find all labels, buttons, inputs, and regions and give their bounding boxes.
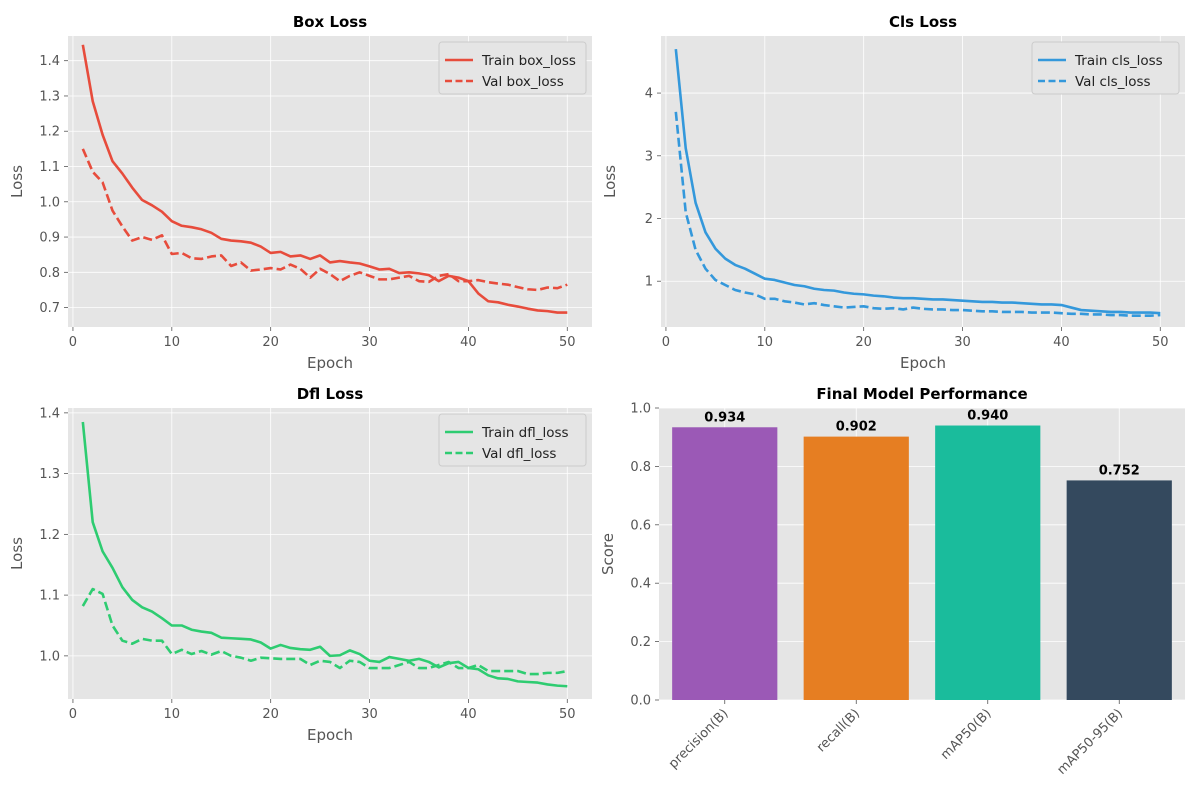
x-tick-label: 20 (262, 335, 279, 350)
y-tick-label: 0.0 (630, 694, 651, 709)
x-tick-label: 30 (361, 707, 378, 722)
chart-title: Final Model Performance (816, 385, 1027, 403)
y-tick-label: 0.2 (630, 635, 651, 650)
x-tick-label: 40 (1053, 335, 1070, 350)
y-tick-label: 1.1 (39, 160, 60, 175)
y-tick-label: 1.4 (39, 54, 60, 69)
y-tick-label: 4 (645, 87, 653, 102)
legend-label: Val dfl_loss (482, 446, 556, 462)
x-tick-label: 0 (69, 707, 77, 722)
legend (438, 413, 587, 467)
legend (1031, 41, 1180, 95)
x-tick-label: mAP50-95(B) (1054, 706, 1126, 778)
legend-label: Train box_loss (481, 53, 576, 69)
y-tick-label: 0.6 (630, 518, 651, 533)
x-tick-label: 50 (559, 335, 576, 350)
box-loss-chart: 0.7 0.8 0.9 1.0 1.1 1.2 1.3 1.4 0 10 20 30 40 50 Train… (8, 13, 592, 372)
y-tick-label: 1 (645, 275, 653, 290)
x-tick-label: 20 (855, 335, 872, 350)
chart-title: Dfl Loss (297, 385, 364, 403)
y-tick-label: 1.2 (39, 528, 60, 543)
y-tick-label: 0.8 (39, 266, 60, 281)
y-tick-label: 1.2 (39, 125, 60, 140)
y-tick-label: 1.0 (39, 649, 60, 664)
y-tick-label: 0.4 (630, 577, 651, 592)
series-line-train-box-loss (81, 44, 568, 314)
legend-label: Val cls_loss (1075, 74, 1151, 90)
x-axis-label: Epoch (307, 354, 353, 372)
x-tick-label: 50 (1152, 335, 1169, 350)
y-axis-label: Loss (601, 165, 619, 198)
bar-value-label: 0.940 (967, 409, 1008, 424)
x-tick-label: 30 (954, 335, 971, 350)
bar-map50-95-b- (1066, 480, 1172, 700)
y-axis-label: Loss (8, 537, 26, 570)
y-tick-label: 0.8 (630, 460, 651, 475)
y-tick-label: 2 (645, 212, 653, 227)
x-tick-label: 40 (460, 335, 477, 350)
bar-value-label: 0.902 (836, 420, 877, 435)
chart-title: Box Loss (293, 13, 367, 31)
y-tick-label: 1.1 (39, 589, 60, 604)
y-axis-label: Score (599, 533, 617, 575)
y-tick-label: 3 (645, 149, 653, 164)
y-tick-label: 0.9 (39, 231, 60, 246)
legend-label: Val box_loss (482, 74, 564, 90)
x-tick-label: 50 (559, 707, 576, 722)
x-tick-label: precision(B) (666, 706, 732, 772)
legend (438, 41, 587, 95)
bar-map50-b- (935, 425, 1041, 700)
final-performance-chart: 0.0 0.2 0.4 0.6 0.8 1.0 0.934 precision(B) 0.902… (599, 385, 1185, 778)
bar-precision-b- (672, 427, 778, 700)
series-line-val-box-loss (81, 148, 568, 292)
x-tick-label: 0 (69, 335, 77, 350)
bar-recall-b- (803, 436, 909, 700)
x-tick-label: 10 (757, 335, 774, 350)
y-tick-label: 1.4 (39, 406, 60, 421)
x-tick-label: recall(B) (814, 706, 863, 755)
y-tick-label: 1.3 (39, 467, 60, 482)
x-axis-label: Epoch (900, 354, 946, 372)
y-tick-label: 1.0 (630, 402, 651, 417)
x-axis-label: Epoch (307, 726, 353, 744)
x-tick-label: 10 (164, 335, 181, 350)
y-tick-label: 1.3 (39, 89, 60, 104)
series-line-train-cls-loss (674, 49, 1161, 315)
legend-label: Train dfl_loss (481, 425, 569, 441)
bar-value-label: 0.752 (1099, 463, 1140, 478)
x-tick-label: 40 (460, 707, 477, 722)
y-tick-label: 1.0 (39, 195, 60, 210)
y-tick-label: 0.7 (39, 301, 60, 316)
series-line-val-dfl-loss (81, 587, 568, 676)
chart-title: Cls Loss (889, 13, 957, 31)
legend-label: Train cls_loss (1074, 53, 1163, 69)
dfl-loss-chart: 1.0 1.1 1.2 1.3 1.4 0 10 20 30 40 50 Train dfl_loss… (8, 385, 592, 744)
series-line-val-cls-loss (674, 111, 1161, 318)
bar-value-label: 0.934 (704, 410, 745, 425)
x-tick-label: mAP50(B) (938, 706, 995, 763)
y-axis-label: Loss (8, 165, 26, 198)
x-tick-label: 20 (262, 707, 279, 722)
series-line-train-dfl-loss (81, 421, 568, 688)
x-tick-label: 30 (361, 335, 378, 350)
x-tick-label: 0 (662, 335, 670, 350)
x-tick-label: 10 (164, 707, 181, 722)
